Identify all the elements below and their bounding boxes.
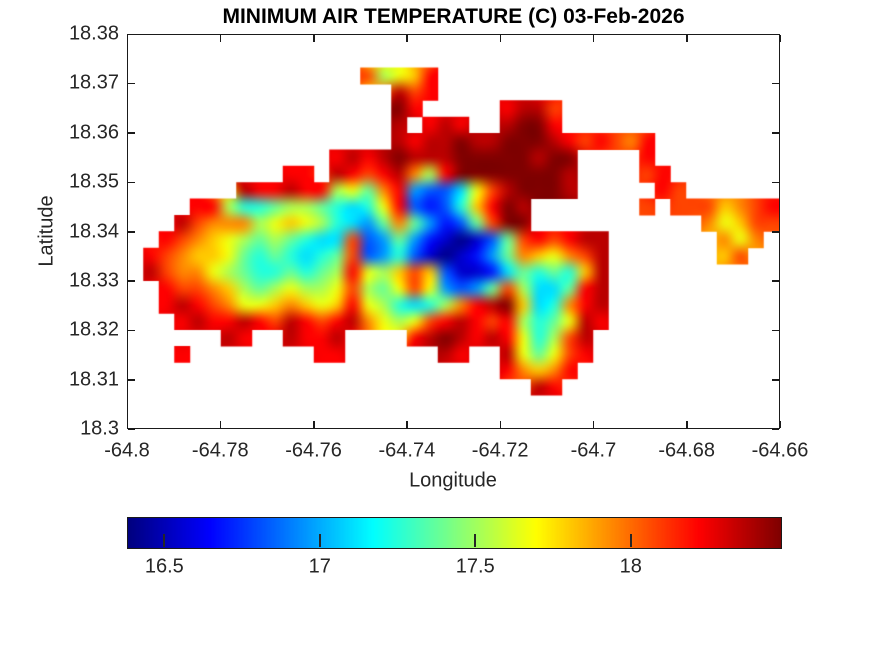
axis-tick-mark xyxy=(499,35,502,42)
y-tick-label: 18.36 xyxy=(68,121,119,144)
axis-tick-mark xyxy=(686,35,688,42)
axis-tick-mark xyxy=(592,421,595,428)
x-tick-label: -64.7 xyxy=(570,439,617,462)
axis-tick-mark xyxy=(219,421,222,428)
axis-tick-mark xyxy=(126,35,128,42)
axis-tick-mark xyxy=(779,421,781,428)
x-tick-label: -64.78 xyxy=(191,439,249,462)
colorbar-tick-mark xyxy=(629,534,632,547)
colorbar-gradient-canvas xyxy=(128,518,781,548)
colorbar-tick-label: 16.5 xyxy=(144,555,184,578)
axis-tick-mark xyxy=(772,181,779,184)
axis-tick-mark xyxy=(313,35,315,42)
y-tick-label: 18.32 xyxy=(68,318,119,341)
axis-tick-mark xyxy=(128,329,135,332)
y-tick-label: 18.34 xyxy=(68,220,119,242)
chart-title: MINIMUM AIR TEMPERATURE (C) 03-Feb-2026 xyxy=(222,5,685,28)
x-tick-label: -64.74 xyxy=(378,439,436,462)
colorbar-tick-mark xyxy=(163,534,166,547)
x-tick-label: -64.8 xyxy=(104,439,150,462)
y-tick-label: 18.3 xyxy=(80,417,119,440)
axis-tick-mark xyxy=(686,421,688,428)
x-tick-label: -64.68 xyxy=(658,439,716,462)
axis-tick-mark xyxy=(772,33,779,35)
axis-tick-mark xyxy=(128,132,135,134)
axis-tick-mark xyxy=(128,33,135,35)
axis-tick-mark xyxy=(406,35,408,42)
axis-tick-mark xyxy=(499,421,502,428)
axis-tick-mark xyxy=(128,181,135,184)
axis-tick-mark xyxy=(772,132,779,134)
colorbar-tick-label: 17.5 xyxy=(455,555,495,578)
y-tick-label: 18.31 xyxy=(68,368,119,391)
axis-tick-mark xyxy=(128,82,135,85)
axis-tick-mark xyxy=(772,329,779,332)
y-axis-label: Latitude xyxy=(35,195,58,267)
axis-tick-mark xyxy=(772,231,779,233)
colorbar xyxy=(127,517,782,549)
x-tick-label: -64.76 xyxy=(285,439,342,462)
axis-tick-mark xyxy=(126,421,128,428)
axis-tick-mark xyxy=(406,421,408,428)
x-tick-label: -64.72 xyxy=(471,439,529,462)
axis-tick-mark xyxy=(772,82,779,85)
x-axis-label: Longitude xyxy=(409,469,497,492)
axis-tick-mark xyxy=(219,35,222,42)
axis-tick-mark xyxy=(128,428,135,430)
x-tick-label: -64.66 xyxy=(751,439,809,462)
axis-tick-mark xyxy=(128,379,135,381)
y-tick-label: 18.35 xyxy=(68,170,119,193)
temperature-map-canvas xyxy=(128,35,779,428)
axis-tick-mark xyxy=(772,428,779,430)
colorbar-tick-label: 18 xyxy=(619,555,642,578)
axis-tick-mark xyxy=(772,280,779,282)
plot-area xyxy=(127,34,780,429)
y-tick-label: 18.38 xyxy=(68,22,119,45)
y-tick-label: 18.37 xyxy=(68,71,119,94)
axis-tick-mark xyxy=(772,379,779,381)
colorbar-tick-label: 17 xyxy=(308,555,331,578)
axis-tick-mark xyxy=(128,280,135,282)
colorbar-tick-mark xyxy=(474,534,477,547)
axis-tick-mark xyxy=(592,35,595,42)
colorbar-tick-mark xyxy=(318,534,321,547)
axis-tick-mark xyxy=(779,35,781,42)
y-tick-label: 18.33 xyxy=(68,269,119,292)
axis-tick-mark xyxy=(313,421,315,428)
axis-tick-mark xyxy=(128,231,135,233)
